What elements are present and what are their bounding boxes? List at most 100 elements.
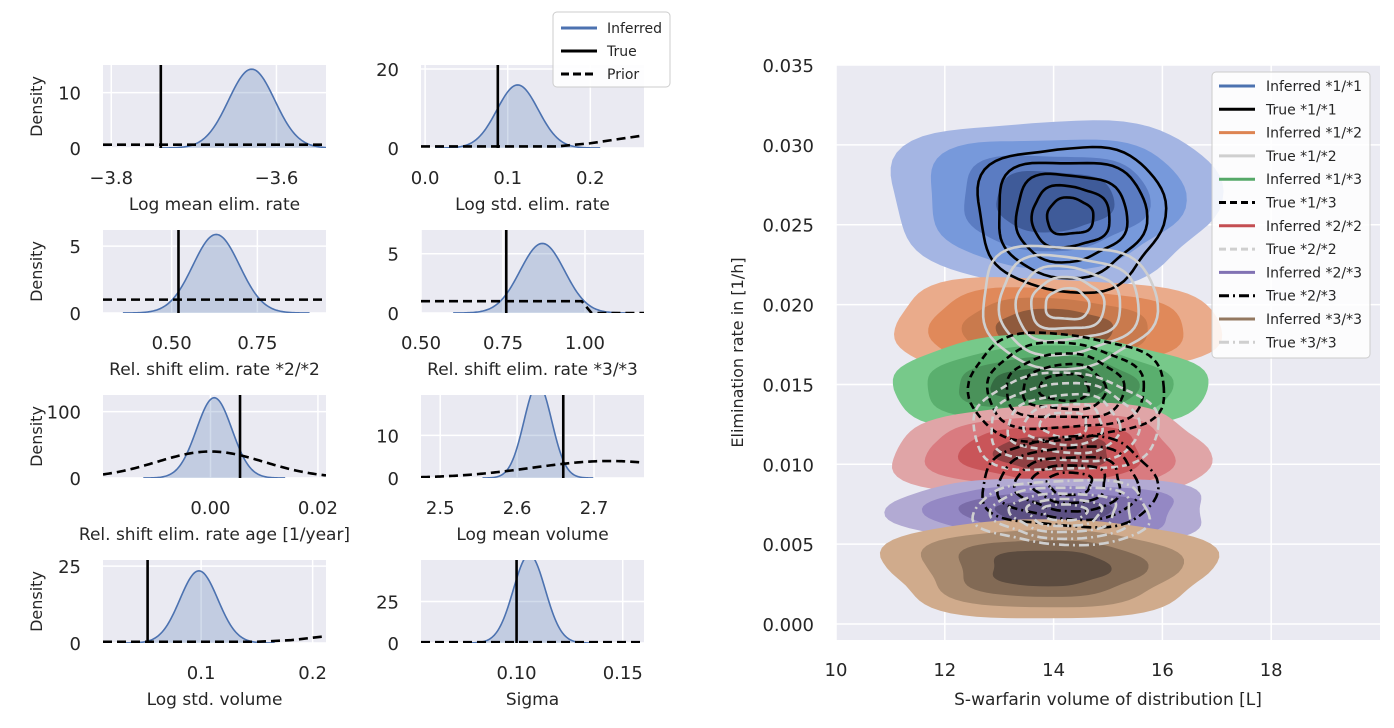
true-contour-line bbox=[1044, 286, 1091, 321]
y-tick-label: 0.015 bbox=[762, 375, 814, 396]
x-tick-label: 18 bbox=[1260, 660, 1283, 681]
true-contour-line bbox=[1041, 503, 1089, 522]
x-tick-label: 0.2 bbox=[298, 663, 327, 684]
true-contour-line bbox=[976, 145, 1168, 295]
x-axis-label: S-warfarin volume of distribution [L] bbox=[954, 690, 1262, 710]
plot-background bbox=[421, 395, 644, 478]
x-tick-label: 10 bbox=[825, 660, 848, 681]
legend-label: Inferred *3/*3 bbox=[1266, 312, 1362, 328]
inferred-contour-level bbox=[992, 550, 1112, 587]
x-tick-label: 0.75 bbox=[237, 333, 277, 354]
y-tick-label: 25 bbox=[58, 557, 81, 578]
y-tick-label: 10 bbox=[58, 84, 81, 105]
x-tick-label: 16 bbox=[1151, 660, 1174, 681]
true-contour-line bbox=[1045, 196, 1095, 236]
x-tick-label: −3.8 bbox=[89, 168, 133, 189]
x-tick-label: 0.15 bbox=[603, 663, 643, 684]
true-contour-line bbox=[981, 244, 1160, 371]
true-contour-group-2 bbox=[981, 244, 1160, 371]
x-tick-label: 0.1 bbox=[187, 663, 216, 684]
legend-small: Inferred True Prior bbox=[552, 11, 671, 88]
panel-5: 0.00 0.02 0 100 Rel. shift elim. rate age [1… bbox=[27, 395, 350, 545]
inferred-density-line bbox=[435, 84, 601, 148]
plot-background bbox=[421, 230, 644, 313]
y-tick-label: 0 bbox=[388, 469, 399, 490]
plot-content bbox=[421, 560, 644, 643]
true-contour-line bbox=[966, 331, 1166, 444]
true-contour-line bbox=[1029, 464, 1107, 505]
inferred-density-line bbox=[453, 242, 632, 313]
legend-frame bbox=[552, 11, 671, 88]
true-contour-line bbox=[1006, 392, 1122, 455]
x-axis-label: Log std. elim. rate bbox=[455, 195, 610, 215]
inferred-density-fill bbox=[482, 395, 594, 478]
y-tick-label: 0 bbox=[70, 139, 81, 160]
y-tick-label: 0.020 bbox=[762, 296, 814, 317]
y-tick-label: 0.025 bbox=[762, 216, 814, 237]
y-tick-label: 0 bbox=[70, 634, 81, 655]
plot-content bbox=[103, 65, 326, 148]
true-contour-line bbox=[1037, 372, 1091, 403]
x-tick-label: 14 bbox=[1042, 660, 1065, 681]
plot-content bbox=[421, 395, 644, 478]
y-tick-label: 20 bbox=[376, 60, 399, 81]
prior-line bbox=[421, 134, 644, 148]
x-axis-label: Sigma bbox=[506, 690, 559, 710]
true-contour-group-6 bbox=[971, 478, 1152, 547]
x-tick-label: 0.50 bbox=[401, 333, 441, 354]
y-tick-label: 0.010 bbox=[762, 455, 814, 476]
inferred-density-line bbox=[482, 395, 594, 478]
y-tick-label: 0 bbox=[388, 139, 399, 160]
legend-label-true: True bbox=[606, 44, 637, 60]
true-contour-line bbox=[1024, 497, 1104, 528]
panel-8: 0.10 0.15 0 25 Sigma bbox=[376, 560, 644, 710]
x-tick-label: 2.6 bbox=[503, 498, 532, 519]
plot-content bbox=[103, 395, 326, 478]
legend-label: True *1/*2 bbox=[1265, 149, 1337, 165]
true-contour-group-3 bbox=[966, 331, 1166, 444]
inferred-density-fill bbox=[453, 243, 632, 313]
true-contour-line bbox=[972, 371, 1160, 472]
panel-2: 0.0 0.1 0.2 0 20 Log std. elim. rate bbox=[376, 60, 644, 215]
plot-background bbox=[103, 65, 326, 148]
legend-label: Inferred *2/*3 bbox=[1266, 265, 1362, 281]
panel-7: 0.1 0.2 0 25 Log std. volume Density bbox=[27, 557, 327, 710]
x-tick-label: 2.5 bbox=[426, 498, 455, 519]
plot-content bbox=[421, 230, 644, 313]
y-tick-label: 0 bbox=[388, 634, 399, 655]
y-tick-label: 0 bbox=[70, 469, 81, 490]
inferred-density-line bbox=[143, 396, 286, 478]
prior-line bbox=[421, 299, 644, 313]
inferred-density-line bbox=[465, 560, 594, 643]
y-tick-label: 0.005 bbox=[762, 535, 814, 556]
plot-content bbox=[103, 560, 326, 643]
x-axis-label: Rel. shift elim. rate *2/*2 bbox=[109, 360, 320, 380]
y-axis-label: Density bbox=[27, 571, 46, 632]
legend-label: Inferred *1/*2 bbox=[1266, 126, 1362, 142]
y-tick-label: 10 bbox=[376, 426, 399, 447]
x-tick-label: 1.00 bbox=[565, 333, 605, 354]
y-tick-label: 0 bbox=[388, 304, 399, 325]
legend-label: True *1/*3 bbox=[1265, 196, 1337, 212]
true-contour-line bbox=[981, 434, 1160, 529]
true-contour-line bbox=[997, 253, 1140, 357]
y-tick-label: 0.000 bbox=[762, 615, 814, 636]
prior-line bbox=[421, 459, 644, 478]
plot-content bbox=[103, 230, 326, 313]
true-contour-line bbox=[1014, 172, 1129, 264]
contour-content bbox=[879, 120, 1224, 619]
legend-label: True *3/*3 bbox=[1265, 335, 1337, 351]
y-tick-label: 0.030 bbox=[762, 136, 814, 157]
inferred-density-fill bbox=[123, 570, 275, 643]
plot-background bbox=[103, 395, 326, 478]
legend-frame bbox=[1211, 71, 1371, 359]
legend-label-prior: Prior bbox=[607, 67, 639, 83]
inferred-density-fill bbox=[122, 234, 310, 313]
inferred-density-line bbox=[122, 233, 310, 313]
true-contour-line bbox=[1014, 264, 1122, 343]
y-tick-label: 5 bbox=[70, 237, 81, 258]
plot-content bbox=[421, 65, 644, 148]
true-contour-line bbox=[1007, 492, 1118, 534]
